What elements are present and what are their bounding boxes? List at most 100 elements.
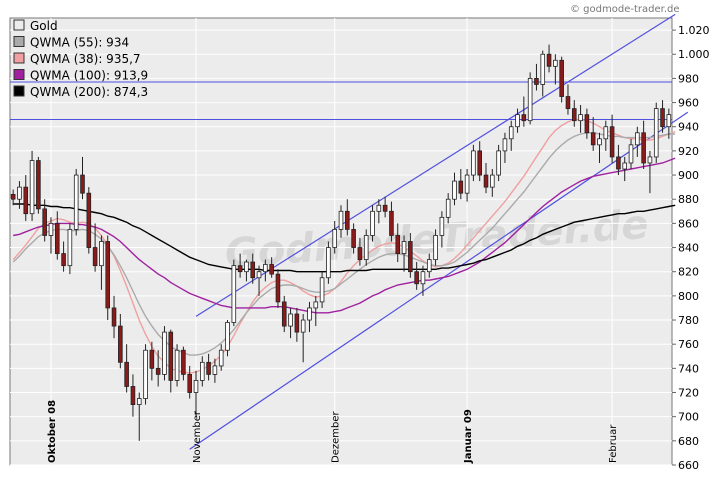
- candle-body: [332, 229, 337, 248]
- candle-body: [483, 174, 489, 188]
- legend-swatch: [13, 19, 25, 31]
- candle-body: [193, 380, 199, 393]
- y-tick-label: 840: [678, 242, 699, 255]
- candle-body: [622, 162, 628, 170]
- moving-averages: [12, 118, 676, 374]
- candle-body: [105, 241, 111, 309]
- credit-text: © godmode-trader.de: [570, 4, 680, 15]
- candle-body: [168, 331, 174, 381]
- candle-body: [86, 192, 92, 248]
- candle-body: [319, 277, 325, 303]
- candle-body: [326, 247, 331, 279]
- legend: Gold QWMA (55): 934 QWMA (38): 935,7 QWMA (…: [13, 19, 148, 99]
- candle-body: [136, 398, 142, 405]
- y-axis: 660 680 700 720 740 760 780 800 820 840 860 880 900 9…: [672, 24, 710, 472]
- candle-body: [206, 361, 211, 375]
- candle-body: [48, 222, 54, 236]
- candle-body: [111, 307, 117, 327]
- y-tick-label: 880: [678, 193, 699, 206]
- legend-label: Gold: [30, 19, 58, 33]
- legend-swatch: [13, 85, 25, 97]
- candle-body: [477, 150, 482, 176]
- candle-body: [187, 373, 192, 393]
- candle-body: [395, 235, 401, 254]
- candle-body: [603, 126, 609, 140]
- candle-body: [338, 210, 344, 230]
- candle-body: [73, 174, 79, 230]
- candle-body: [181, 349, 186, 375]
- y-tick-label: 900: [678, 169, 699, 182]
- candle-body: [597, 138, 602, 146]
- upper-trendline: [195, 13, 676, 317]
- candle-body: [464, 174, 470, 194]
- candle-body: [23, 186, 29, 215]
- candle-body: [641, 132, 646, 164]
- candle-body: [67, 229, 73, 267]
- candle-body: [250, 261, 256, 279]
- candle-body: [345, 210, 350, 230]
- candle-body: [118, 325, 123, 363]
- candle-body: [275, 273, 281, 303]
- candle-body: [635, 132, 640, 146]
- y-tick-label: 780: [678, 314, 699, 327]
- candle-body: [370, 210, 375, 236]
- candle-body: [458, 180, 464, 194]
- candle-body: [445, 198, 451, 218]
- candle-body: [666, 114, 672, 128]
- y-tick-label: 800: [678, 290, 699, 303]
- y-tick-label: 660: [678, 459, 699, 472]
- y-tick-label: 1.020: [678, 24, 710, 37]
- y-tick-label: 680: [678, 435, 699, 448]
- candle-body: [36, 160, 41, 210]
- legend-label: QWMA (200): 874,3: [30, 85, 148, 99]
- legend-swatch: [13, 69, 25, 80]
- candle-body: [540, 53, 546, 85]
- candle-body: [244, 261, 249, 273]
- candle-body: [288, 313, 293, 327]
- legend-swatch: [13, 36, 25, 47]
- candle-body: [231, 265, 237, 323]
- candle-body: [300, 319, 306, 333]
- y-tick-label: 820: [678, 266, 699, 279]
- candle-body: [553, 59, 558, 67]
- legend-label: QWMA (38): 935,7: [30, 52, 141, 66]
- candle-body: [578, 114, 583, 122]
- candle-body: [294, 313, 300, 333]
- candle-body: [174, 349, 180, 381]
- candle-body: [376, 204, 382, 212]
- candle-body: [363, 235, 369, 261]
- legend-label: QWMA (55): 934: [30, 36, 129, 50]
- candle-body: [225, 322, 230, 351]
- candle-body: [609, 126, 615, 158]
- candle-body: [269, 264, 274, 275]
- candle-body: [307, 307, 312, 321]
- candle-body: [508, 126, 514, 140]
- candle-body: [237, 265, 243, 273]
- candle-body: [155, 367, 161, 375]
- candle-body: [490, 174, 495, 188]
- candle-body: [200, 361, 205, 381]
- candle-body: [426, 259, 432, 273]
- legend-label: QWMA (100): 913,9: [30, 69, 148, 83]
- lower-trendline: [189, 111, 689, 450]
- candle-body: [546, 53, 552, 67]
- candle-body: [281, 301, 287, 327]
- y-tick-label: 760: [678, 338, 699, 351]
- legend-swatch: [13, 52, 25, 64]
- candle-body: [527, 78, 533, 122]
- candle-body: [256, 271, 262, 279]
- x-tick-label: Februar: [608, 424, 619, 463]
- candle-body: [382, 204, 388, 212]
- candle-body: [80, 174, 85, 194]
- x-tick-label: Oktober 08: [47, 400, 58, 463]
- candle-body: [515, 114, 520, 128]
- qwma55-line: [12, 132, 676, 356]
- candle-body: [590, 132, 596, 146]
- y-tick-label: 740: [678, 362, 699, 375]
- candle-body: [401, 241, 407, 254]
- candle-body: [42, 208, 47, 236]
- candle-body: [571, 108, 577, 122]
- candle-body: [534, 78, 539, 85]
- y-tick-label: 960: [678, 97, 699, 110]
